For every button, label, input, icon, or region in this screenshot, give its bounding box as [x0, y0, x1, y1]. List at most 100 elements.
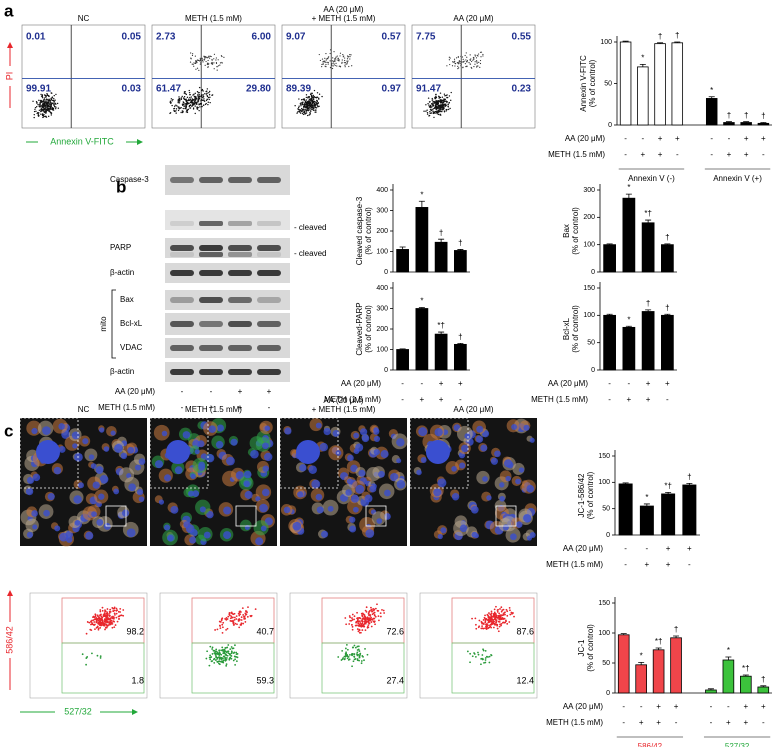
blot-band — [199, 221, 223, 226]
cell-dot — [183, 105, 185, 108]
cell-dot — [46, 94, 49, 97]
cell-dot — [170, 98, 173, 100]
event-dot — [97, 622, 99, 625]
condition-sign: + — [687, 544, 692, 553]
error-bar — [664, 313, 671, 316]
cell-dot — [206, 98, 208, 101]
nucleus — [292, 521, 302, 531]
event-dot — [230, 646, 233, 648]
cell-dot — [188, 98, 190, 100]
cell-dot — [346, 60, 348, 62]
nucleus — [138, 496, 145, 502]
quadrant-value: 0.05 — [122, 32, 142, 43]
cell-dot — [470, 66, 472, 69]
cell-dot — [44, 106, 47, 108]
cell-dot — [314, 102, 316, 105]
event-dot — [213, 657, 216, 660]
cell-dot — [183, 98, 186, 101]
cell-dot — [34, 106, 37, 109]
condition-sign: - — [401, 395, 404, 404]
cell-dot — [197, 101, 199, 103]
nucleus — [355, 484, 365, 494]
quadrant-value: 99.91 — [26, 84, 51, 95]
cell-dot — [213, 53, 216, 55]
event-dot — [211, 648, 214, 650]
event-dot — [349, 619, 352, 622]
cell-dot — [446, 108, 448, 111]
blot-band — [170, 221, 194, 226]
event-dot — [478, 625, 481, 628]
nucleus — [464, 433, 471, 440]
nucleus — [226, 456, 235, 466]
event-dot — [122, 609, 125, 611]
cell-dot — [201, 96, 204, 99]
event-dot — [211, 660, 214, 662]
quadrant-value: 2.73 — [156, 32, 176, 43]
event-dot — [209, 658, 212, 661]
cell-dot — [50, 99, 52, 101]
cell-dot — [471, 60, 473, 63]
bar — [618, 483, 633, 536]
event-dot — [366, 616, 369, 619]
cell-dot — [434, 110, 437, 113]
error-bar — [438, 238, 445, 243]
cell-dot — [171, 100, 173, 102]
nucleus — [216, 424, 225, 432]
condition-sign: + — [744, 150, 749, 159]
cell-dot — [193, 99, 195, 102]
event-dot — [488, 621, 491, 624]
cell-dot — [204, 93, 206, 95]
event-dot — [122, 614, 125, 617]
nucleus — [470, 505, 479, 514]
cell-dot — [321, 66, 323, 68]
blot-label: β-actin — [110, 268, 134, 277]
cell-dot — [310, 103, 312, 105]
event-dot — [88, 621, 91, 624]
event-dot — [230, 612, 233, 614]
event-dot — [366, 620, 369, 623]
cell-dot — [334, 57, 337, 59]
gate-value: 40.7 — [256, 626, 274, 636]
event-dot — [344, 647, 347, 650]
cell-dot — [457, 68, 459, 70]
bar — [652, 649, 665, 694]
cell-dot — [425, 104, 427, 106]
event-dot — [113, 609, 116, 612]
event-dot — [239, 613, 242, 616]
cell-dot — [201, 89, 203, 92]
event-dot — [234, 663, 237, 666]
event-dot — [101, 618, 103, 621]
cell-dot — [43, 108, 46, 111]
inset-nucleus — [166, 440, 190, 464]
condition-sign: + — [743, 718, 748, 727]
bar — [661, 244, 674, 273]
nucleus — [346, 478, 353, 485]
nucleus — [494, 450, 501, 458]
cell-dot — [42, 104, 45, 106]
condition-sign: + — [238, 387, 243, 396]
cell-dot — [325, 63, 327, 66]
blot-note: - cleaved — [294, 223, 326, 232]
y-tick-label: 300 — [376, 207, 388, 214]
event-dot — [351, 619, 354, 621]
event-dot — [363, 614, 366, 617]
y-tick-label: 50 — [587, 340, 595, 347]
blot-band — [228, 252, 252, 257]
cell-dot — [197, 95, 199, 97]
event-dot — [358, 659, 360, 662]
event-dot — [235, 615, 238, 618]
event-dot — [348, 658, 351, 661]
cell-dot — [311, 92, 313, 95]
cell-dot — [343, 62, 345, 64]
cell-dot — [435, 99, 437, 102]
blot-band — [170, 177, 194, 183]
cell-dot — [41, 101, 44, 103]
nucleus — [299, 464, 307, 472]
gate — [191, 642, 275, 694]
cell-dot — [169, 112, 171, 115]
cell-dot — [332, 62, 334, 64]
cell-dot — [40, 107, 43, 109]
event-dot — [237, 612, 240, 615]
event-dot — [224, 658, 227, 661]
cell-dot — [437, 107, 439, 109]
